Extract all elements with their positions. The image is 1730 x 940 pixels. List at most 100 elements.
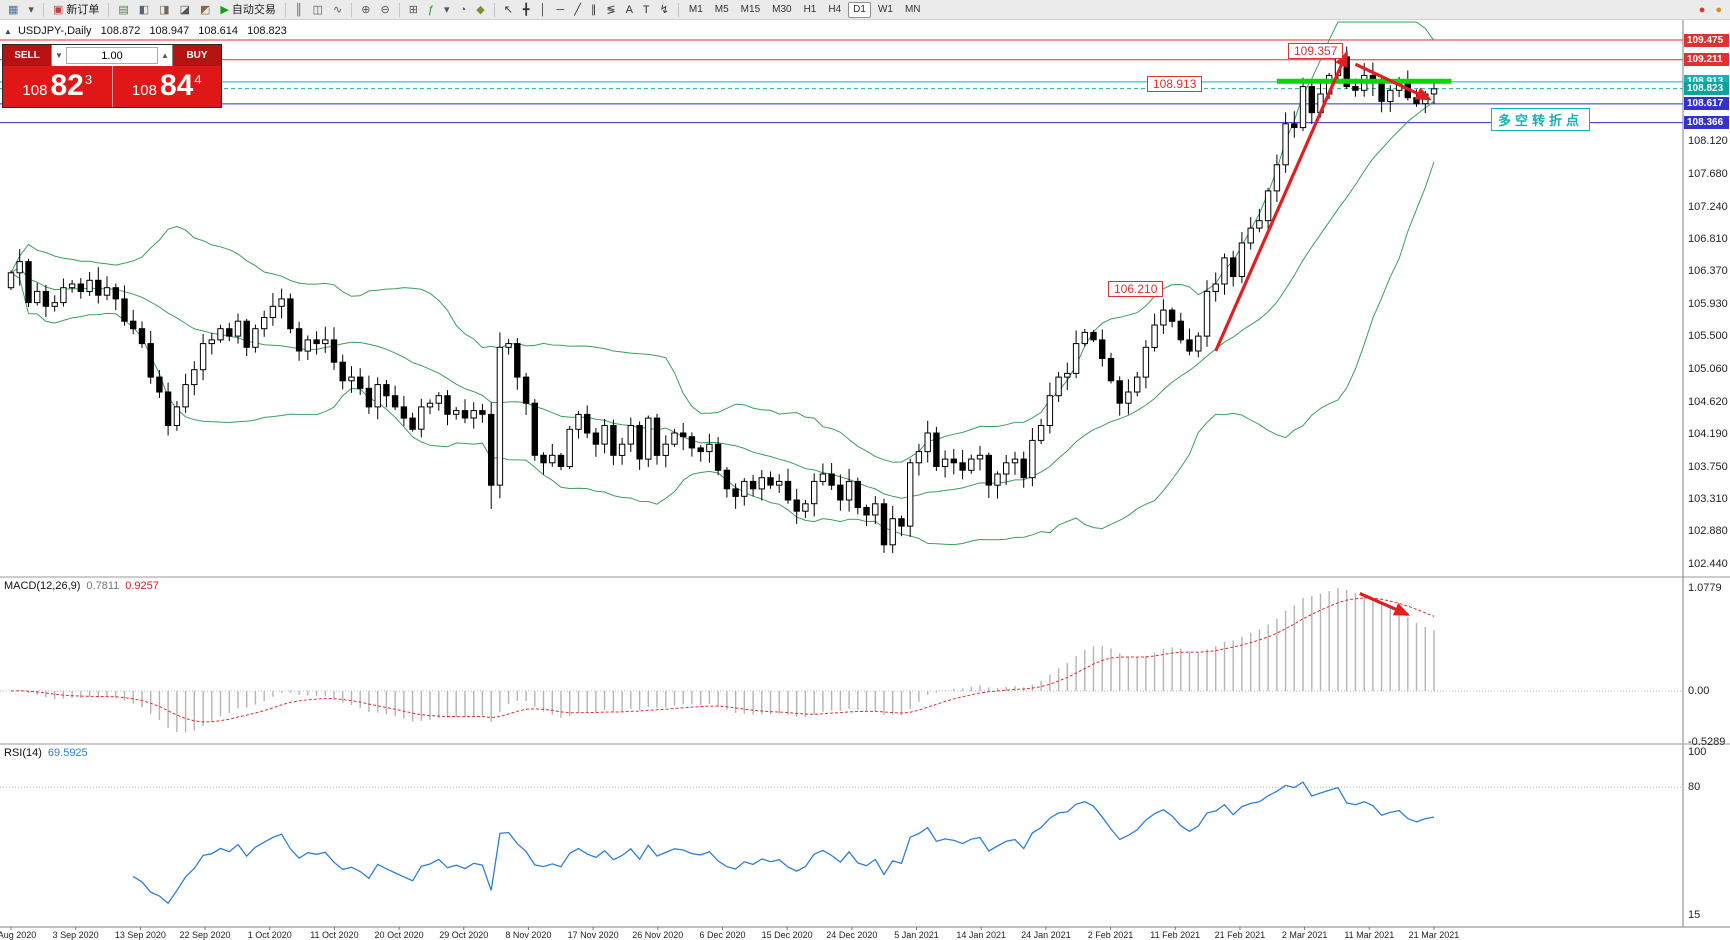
periods-dropdown-icon: ◔	[459, 3, 467, 16]
annotation-turning-point[interactable]: 多空转折点	[1491, 108, 1591, 131]
new-order-button: ▣	[52, 3, 64, 16]
timeframe-w1[interactable]: W1	[877, 4, 893, 15]
chart-dropdown-icon[interactable]: ▾	[24, 1, 38, 18]
strategy-tester-icon: ◩	[199, 3, 211, 16]
cursor-icon[interactable]: ↖	[500, 1, 517, 18]
date-axis-label: 6 Dec 2020	[699, 930, 746, 940]
symbol-name: USDJPY-,Daily	[17, 25, 92, 37]
data-window-icon[interactable]: ◧	[135, 1, 153, 18]
timeframe-m5[interactable]: M5	[714, 4, 729, 15]
date-axis-label: 14 Jan 2021	[956, 930, 1006, 940]
annotation-support[interactable]: 106.210	[1108, 281, 1164, 297]
tile-windows-icon[interactable]: ⊞	[405, 1, 422, 18]
mail-badge-icon[interactable]: ●	[1715, 3, 1722, 16]
rsi-title: RSI(14)	[4, 747, 42, 759]
chart-dropdown-icon: ▾	[28, 3, 34, 16]
sell-button[interactable]: SELL	[3, 45, 51, 66]
arrows-icon[interactable]: ↯	[656, 1, 673, 18]
data-window-icon: ◧	[138, 3, 150, 16]
crosshair-icon[interactable]: ╋	[519, 1, 534, 18]
timeframe-h4[interactable]: H4	[828, 4, 842, 15]
fibonacci-icon: ≶	[606, 3, 616, 16]
chart-title: ▲ USDJPY-,Daily 108.872 108.947 108.614 …	[4, 25, 293, 37]
timeframe-m1[interactable]: M1	[688, 4, 703, 15]
ohlc-high: 108.947	[149, 25, 190, 37]
rsi-scale-label: 15	[1688, 909, 1701, 922]
date-axis-label: 22 Sep 2020	[179, 930, 231, 940]
alert-badge-icon[interactable]: ●	[1698, 3, 1706, 16]
price-axis-label: 105.500	[1688, 330, 1728, 343]
sell-price-main: 82	[50, 69, 84, 102]
horizontal-line-icon[interactable]: ─	[552, 1, 568, 18]
rsi-scale-label: 80	[1688, 781, 1701, 794]
trendline-icon[interactable]: ╱	[570, 1, 585, 18]
indicators-icon[interactable]: ƒ	[424, 1, 438, 18]
annotation-resistance[interactable]: 108.913	[1147, 76, 1203, 92]
zoom-out-icon: ⊖	[380, 3, 390, 16]
annotation-swing-high[interactable]: 109.357	[1288, 43, 1344, 59]
auto-trading-button[interactable]: ▶ 自动交易	[216, 1, 279, 18]
toolbar-separator	[398, 2, 400, 17]
price-tag-109.475: 109.475	[1684, 33, 1729, 47]
price-axis-label: 103.310	[1688, 493, 1728, 506]
price-axis-label: 107.680	[1688, 167, 1728, 180]
buy-price-main: 84	[159, 69, 194, 102]
macd-scale-label: 0.00	[1688, 685, 1710, 697]
vertical-line-icon[interactable]: │	[536, 1, 551, 18]
zoom-in-icon[interactable]: ⊕	[357, 1, 374, 18]
timeframe-m30[interactable]: M30	[772, 4, 792, 15]
candlestick-type-icon: ◫	[312, 3, 324, 16]
text-icon[interactable]: A	[622, 1, 637, 18]
sell-price-display[interactable]: 108 82 3	[3, 66, 113, 107]
price-axis-label: 103.750	[1688, 460, 1728, 473]
toolbar-right-icons: ● ●	[1694, 1, 1727, 18]
date-axis-label: 2 Mar 2021	[1281, 930, 1328, 940]
trendline-icon: ╱	[574, 3, 581, 16]
buy-price-prefix: 108	[131, 82, 157, 99]
label-icon: T	[642, 3, 650, 16]
macd-main-value: 0.7811	[86, 580, 120, 592]
channel-icon[interactable]: ∥	[587, 1, 601, 18]
buy-price-display[interactable]: 108 84 4	[112, 66, 221, 107]
zoom-in-icon: ⊕	[361, 3, 371, 16]
periods-dropdown-icon[interactable]: ◔	[456, 1, 471, 18]
navigator-icon[interactable]: ◨	[155, 1, 173, 18]
line-chart-type-icon[interactable]: ∿	[329, 1, 346, 18]
fibonacci-icon[interactable]: ≶	[602, 1, 619, 18]
ohlc-open: 108.872	[100, 25, 141, 37]
date-axis-label: 21 Mar 2021	[1408, 930, 1460, 940]
date-axis-label: 5 Jan 2021	[894, 930, 939, 940]
price-tag-108.366: 108.366	[1684, 116, 1729, 130]
auto-trading-button: ▶	[220, 3, 229, 16]
label-icon[interactable]: T	[639, 1, 654, 18]
toolbar-separator	[284, 2, 286, 17]
text-icon: A	[625, 3, 633, 16]
buy-button[interactable]: BUY	[173, 45, 221, 66]
new-chart-icon: ▦	[8, 3, 19, 16]
crosshair-icon: ╋	[522, 3, 530, 16]
price-axis-label: 107.240	[1688, 200, 1728, 213]
templates-icon[interactable]: ◆	[472, 1, 488, 18]
timeframe-d1[interactable]: D1	[848, 1, 871, 18]
new-order-button[interactable]: ▣ 新订单	[49, 1, 103, 18]
market-watch-icon[interactable]: ▤	[114, 1, 132, 18]
bar-chart-type-icon[interactable]: ║	[291, 1, 307, 18]
volume-decrease-button[interactable]: ▼	[55, 51, 63, 60]
volume-increase-button[interactable]: ▲	[161, 51, 169, 60]
macd-indicator-label: MACD(12,26,9) 0.7811 0.9257	[4, 580, 165, 592]
zoom-out-icon[interactable]: ⊖	[376, 1, 393, 18]
price-tag-108.617: 108.617	[1684, 97, 1729, 111]
timeframe-h1[interactable]: H1	[803, 4, 817, 15]
timeframe-mn[interactable]: MN	[904, 4, 921, 15]
volume-input[interactable]	[66, 47, 158, 64]
new-chart-icon[interactable]: ▦	[4, 1, 22, 18]
navigator-icon: ◨	[159, 3, 170, 16]
indicators-dropdown-icon[interactable]: ▾	[440, 1, 454, 18]
indicators-icon: ƒ	[427, 3, 435, 16]
timeframe-m15[interactable]: M15	[740, 4, 761, 15]
candlestick-type-icon[interactable]: ◫	[309, 1, 327, 18]
strategy-tester-icon[interactable]: ◩	[196, 1, 214, 18]
terminal-icon[interactable]: ◪	[176, 1, 194, 18]
